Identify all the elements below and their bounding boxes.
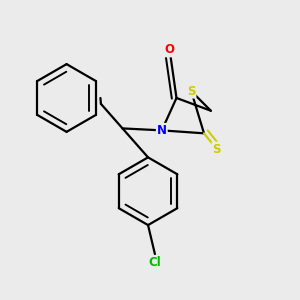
Text: N: N: [157, 124, 167, 137]
Text: S: S: [212, 142, 221, 155]
Text: O: O: [165, 44, 175, 56]
Text: Cl: Cl: [148, 256, 161, 269]
Text: S: S: [187, 85, 196, 98]
